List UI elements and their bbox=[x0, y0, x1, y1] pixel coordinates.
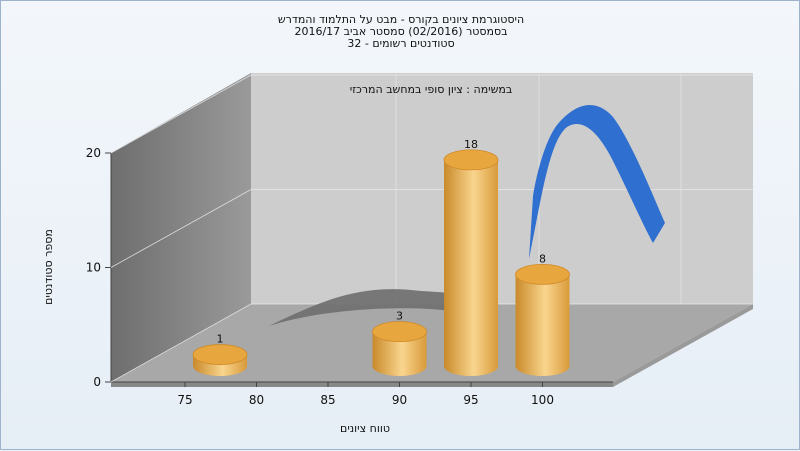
x-tick-label: 95 bbox=[463, 393, 478, 407]
y-tick-label: 0 bbox=[93, 375, 101, 389]
grid-line-side bbox=[110, 189, 252, 268]
tick-labels: 0 10 20 75 80 85 90 95 100 bbox=[86, 146, 554, 407]
bar-value-label: 18 bbox=[464, 138, 478, 151]
floor-edge bbox=[111, 382, 613, 387]
bar-cylinder: 18 bbox=[443, 138, 499, 376]
back-wall bbox=[251, 73, 753, 304]
bar-cylinder: 8 bbox=[515, 252, 570, 376]
bar-body bbox=[444, 159, 498, 376]
bar-top bbox=[443, 149, 499, 171]
bars: 1 3 18 8 bbox=[192, 138, 570, 376]
grid-line-side bbox=[110, 74, 252, 154]
gray-curve bbox=[269, 289, 496, 326]
blue-curve bbox=[529, 105, 665, 259]
x-tick-label: 80 bbox=[249, 393, 264, 407]
left-wall bbox=[111, 73, 251, 382]
bar-body bbox=[372, 331, 427, 376]
bar-cylinder: 3 bbox=[372, 310, 427, 376]
bar-top bbox=[372, 321, 427, 343]
chart-subtitle: במשימה : ציון סופי במחשב המרכזי bbox=[350, 83, 513, 96]
x-tick-label: 100 bbox=[531, 393, 554, 407]
bar-body bbox=[515, 274, 570, 376]
bar-value-label: 8 bbox=[539, 252, 546, 265]
x-tick-label: 90 bbox=[392, 393, 407, 407]
chart-title-line-2: בסמסטר (02/2016) סמסטר אביב 2016/17 bbox=[294, 25, 508, 38]
x-tick-label: 85 bbox=[320, 393, 335, 407]
bar-value-label: 1 bbox=[217, 333, 224, 346]
x-tick-label: 75 bbox=[177, 393, 192, 407]
y-tick-label: 20 bbox=[86, 146, 101, 160]
chart-title-line-3: סטודנטים רשומים - 32 bbox=[347, 37, 455, 50]
bar-value-label: 3 bbox=[396, 310, 403, 323]
floor bbox=[111, 304, 753, 382]
floor-right-edge bbox=[613, 304, 753, 387]
y-tick-label: 10 bbox=[86, 261, 101, 275]
x-axis-label: טווח ציונים bbox=[340, 422, 390, 435]
grid-line-side bbox=[110, 303, 252, 383]
grid-lines bbox=[110, 73, 753, 383]
bar-top bbox=[192, 344, 248, 365]
bar-cylinder: 1 bbox=[192, 333, 248, 376]
bar-top bbox=[515, 263, 570, 285]
y-axis-label: מספר סטודנטים bbox=[42, 229, 55, 305]
chart-title-line-1: היסטוגרמת ציונים בקורס - מבט על התלמוד ו… bbox=[277, 13, 525, 26]
